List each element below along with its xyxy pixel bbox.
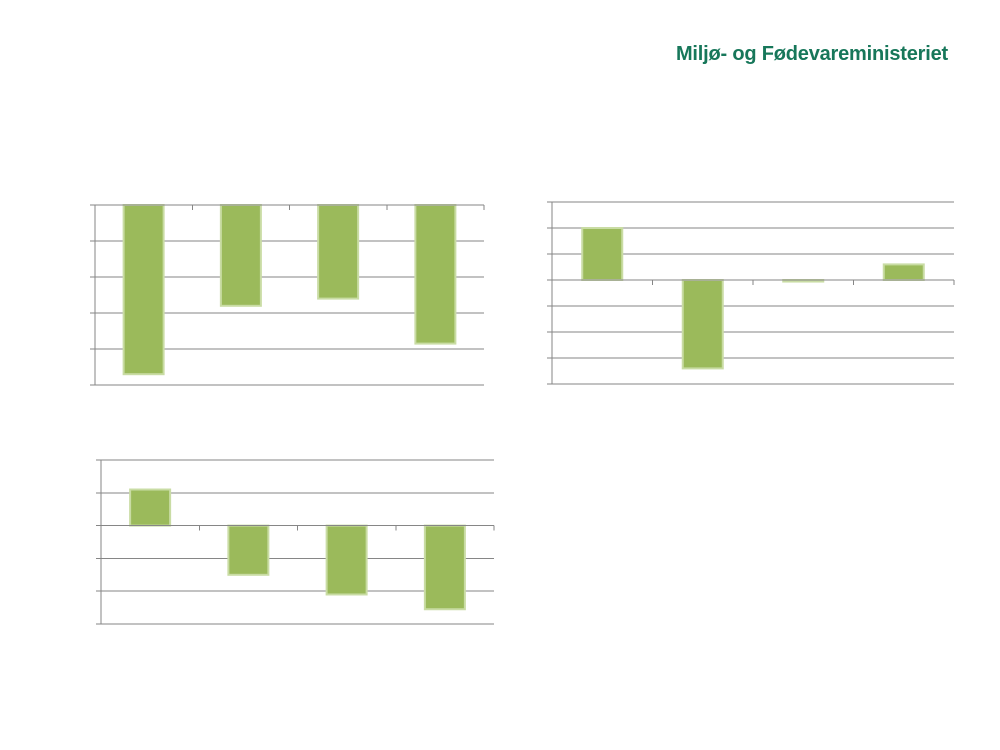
bar-chart-svg	[547, 201, 955, 385]
bar-chart-svg	[90, 204, 485, 386]
bar	[317, 204, 360, 300]
chart-top-left	[90, 204, 485, 386]
bar	[681, 279, 724, 370]
bar	[219, 204, 262, 307]
bar-chart-svg	[96, 459, 495, 625]
bar	[882, 263, 925, 282]
bar	[325, 524, 368, 596]
bar	[581, 227, 624, 281]
ministry-header-title: Miljø- og Fødevareministeriet	[675, 43, 948, 65]
chart-top-right	[547, 201, 955, 385]
bar	[122, 204, 165, 376]
chart-bottom-left	[96, 459, 495, 625]
bar	[129, 488, 172, 527]
bar	[414, 204, 457, 345]
bar	[423, 524, 466, 611]
bar	[227, 524, 270, 576]
